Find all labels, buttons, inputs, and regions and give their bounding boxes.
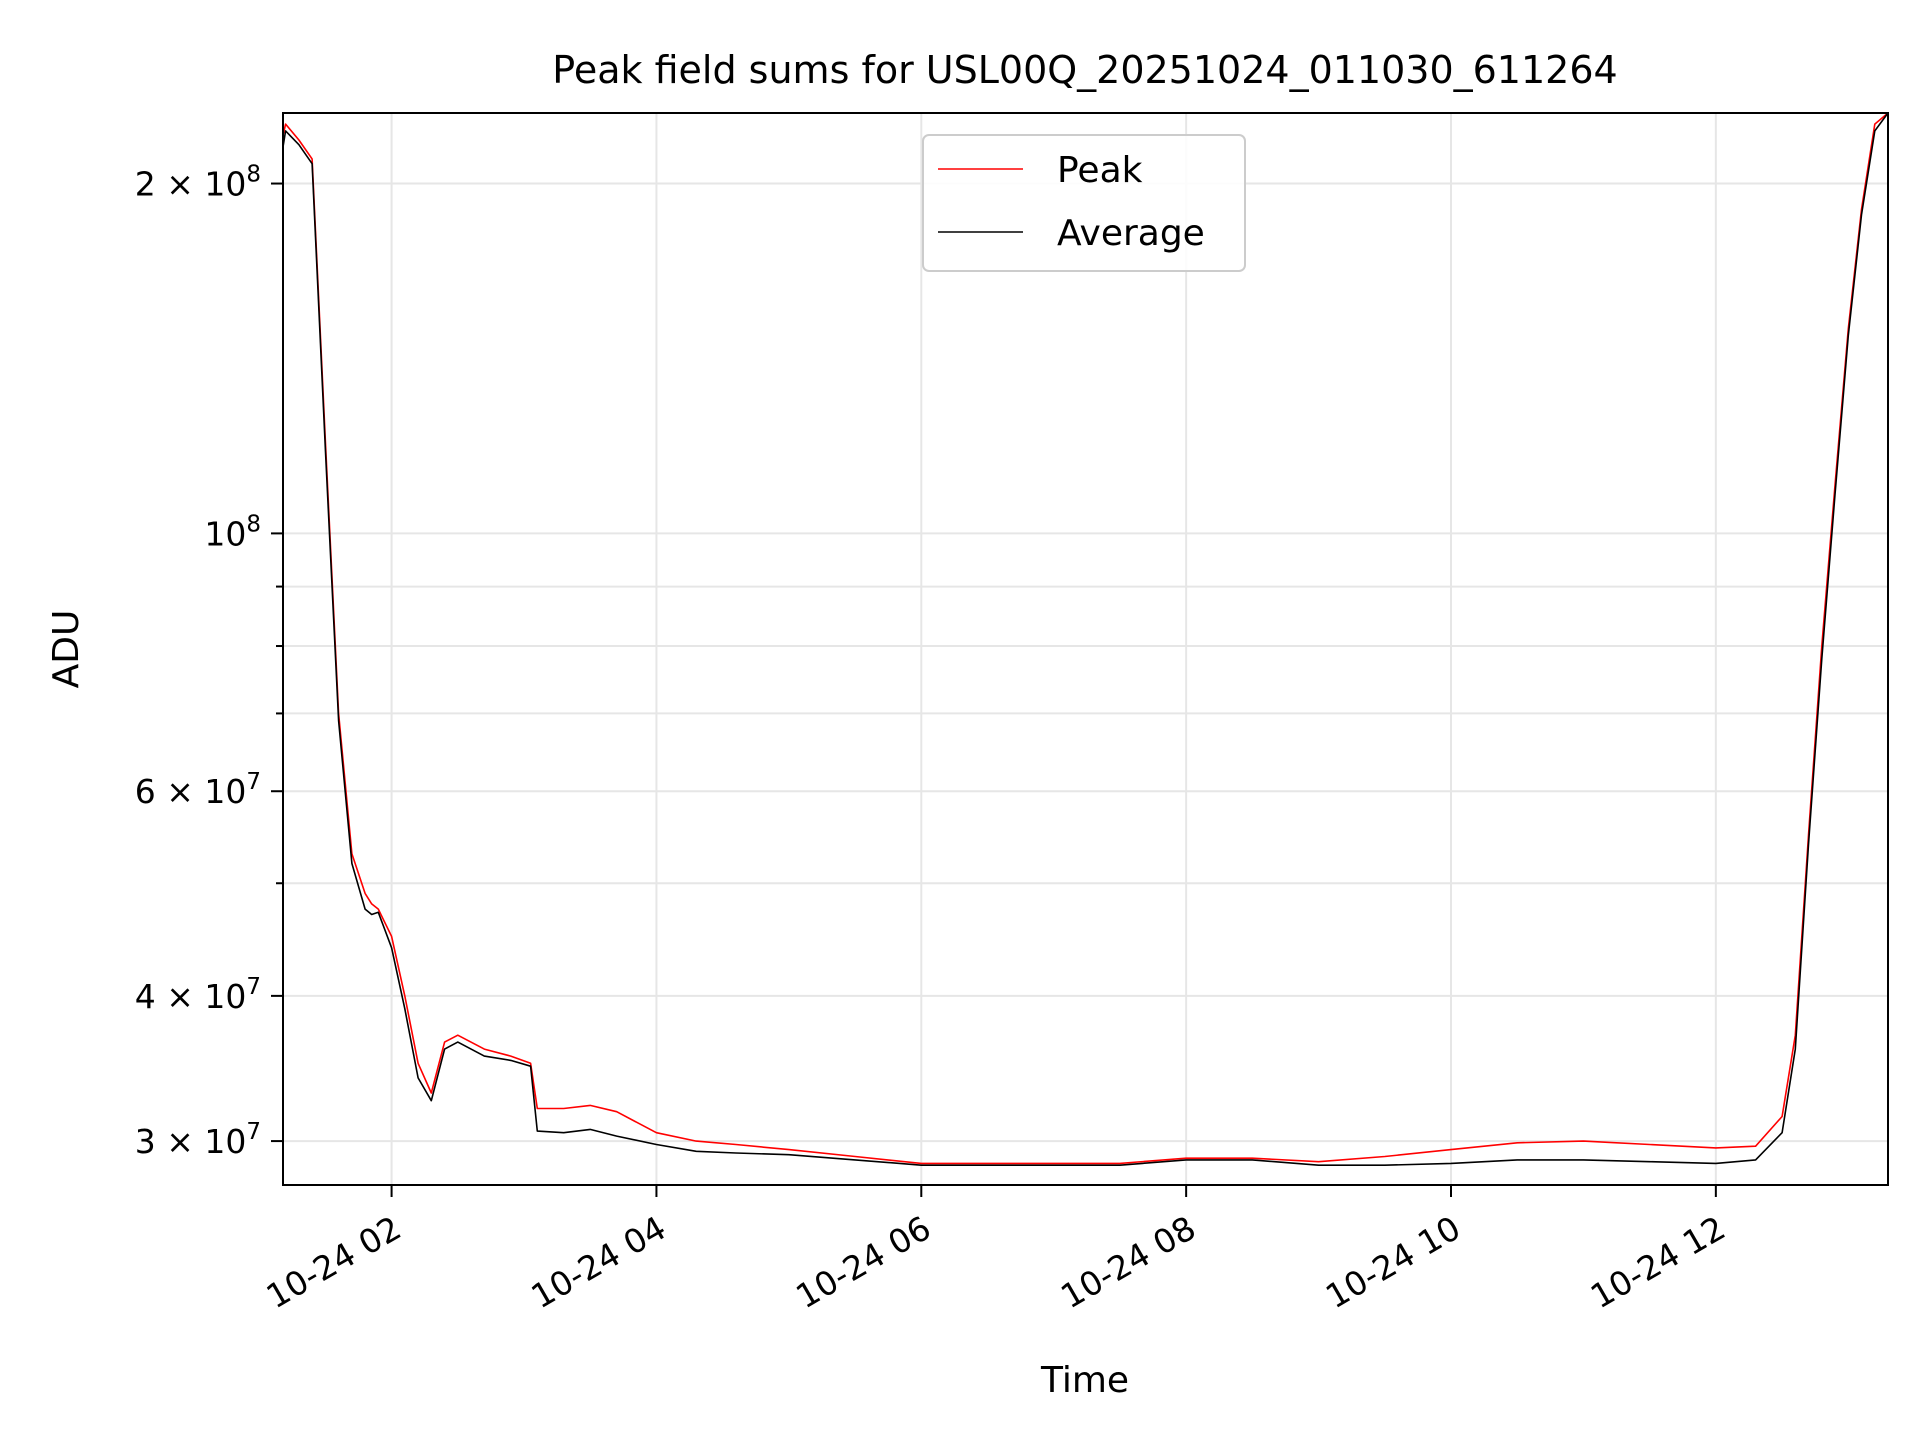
- peak-series-line: [282, 112, 1889, 1165]
- x-axis-label: Time: [1040, 1360, 1129, 1401]
- legend-peak-label: Peak: [1057, 150, 1143, 191]
- chart-title: Peak field sums for USL00Q_20251024_0110…: [552, 48, 1617, 92]
- y-tick-label-2: 6 × 107: [135, 769, 261, 811]
- y-tick-label-3: 108: [204, 511, 261, 553]
- y-tick-label-0: 3 × 107: [135, 1119, 261, 1161]
- legend-average-label: Average: [1057, 213, 1205, 254]
- plot-frame: [282, 112, 1889, 1186]
- y-tick-label-4: 2 × 108: [135, 162, 261, 204]
- average-series-line: [282, 112, 1889, 1166]
- legend: Peak Average: [922, 134, 1246, 272]
- y-tick-label-1: 4 × 107: [135, 974, 261, 1016]
- y-axis-label: ADU: [46, 610, 87, 689]
- plot-area: [282, 112, 1889, 1166]
